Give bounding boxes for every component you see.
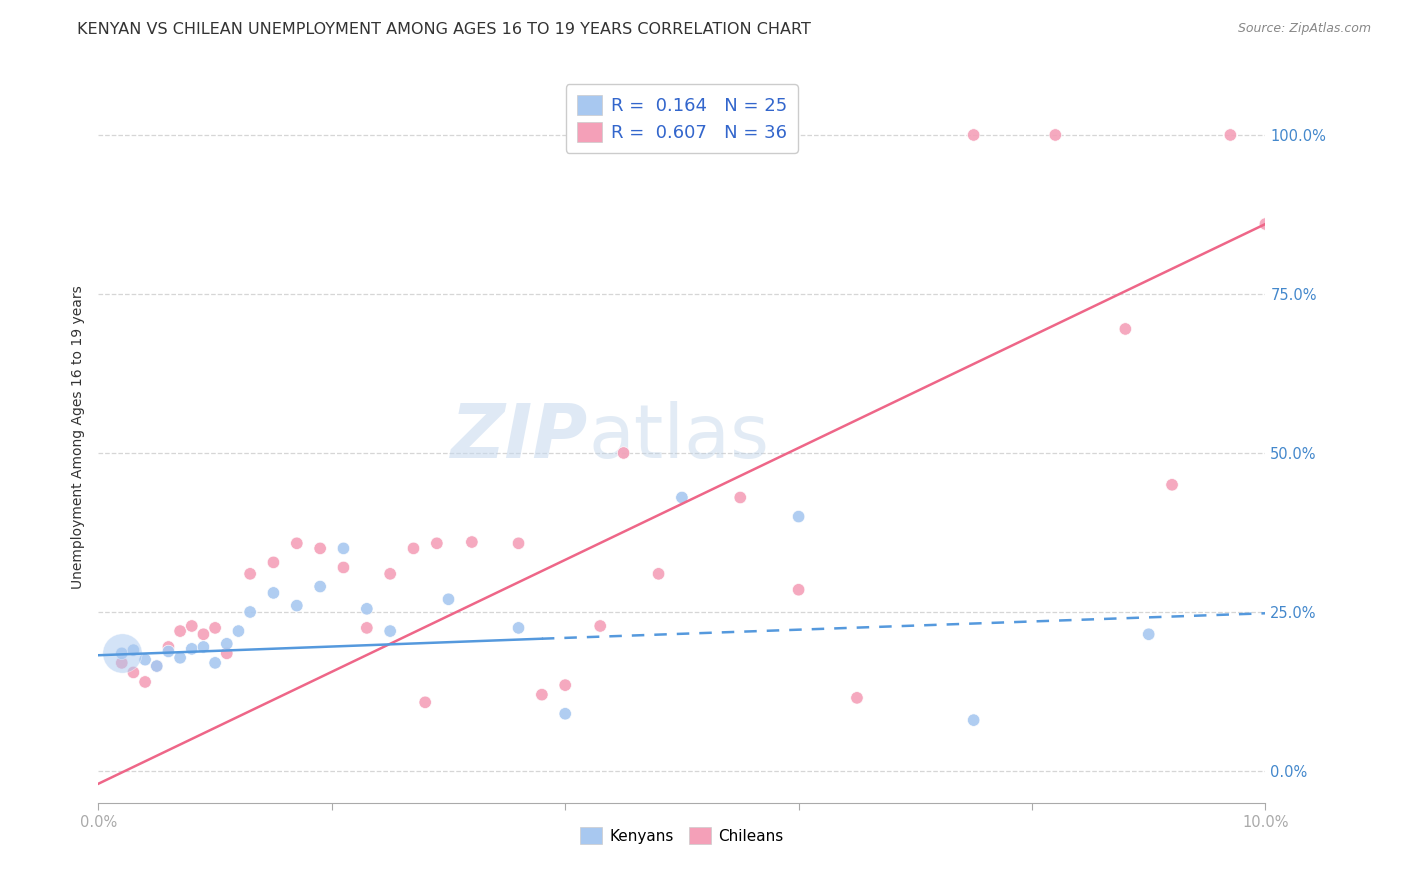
Point (730, 491, 752, 505)
Point (962, 128, 984, 142)
Text: KENYAN VS CHILEAN UNEMPLOYMENT AMONG AGES 16 TO 19 YEARS CORRELATION CHART: KENYAN VS CHILEAN UNEMPLOYMENT AMONG AGE… (77, 22, 811, 37)
Point (215, 646, 238, 660)
Text: Source: ZipAtlas.com: Source: ZipAtlas.com (1237, 22, 1371, 36)
Point (787, 509, 810, 524)
Point (426, 536, 449, 550)
Point (134, 675, 156, 690)
Point (402, 541, 425, 556)
Point (1137, 627, 1160, 641)
Point (508, 621, 530, 635)
Point (309, 541, 332, 556)
Point (962, 713, 984, 727)
Point (671, 491, 693, 505)
Point (169, 624, 191, 638)
Point (846, 690, 869, 705)
Point (239, 566, 262, 581)
Point (332, 560, 354, 574)
Point (413, 695, 436, 709)
Point (1045, 128, 1067, 142)
Point (180, 619, 202, 633)
Text: atlas: atlas (589, 401, 769, 474)
Point (180, 641, 202, 656)
Point (612, 446, 634, 460)
Text: ZIP: ZIP (451, 401, 589, 474)
Point (380, 566, 402, 581)
Point (111, 656, 134, 670)
Point (380, 624, 402, 638)
Point (228, 624, 250, 638)
Point (437, 592, 460, 607)
Point (332, 541, 354, 556)
Point (1254, 217, 1277, 231)
Point (647, 566, 669, 581)
Point (146, 659, 169, 673)
Point (1161, 477, 1184, 491)
Point (157, 644, 180, 658)
Point (111, 646, 134, 660)
Point (356, 602, 378, 616)
Point (262, 555, 284, 569)
Point (193, 640, 215, 654)
Point (356, 621, 378, 635)
Point (215, 637, 238, 651)
Point (554, 678, 576, 692)
Point (157, 640, 180, 654)
Point (285, 536, 308, 550)
Point (1114, 322, 1136, 336)
Point (508, 536, 530, 550)
Point (309, 580, 332, 594)
Y-axis label: Unemployment Among Ages 16 to 19 years: Unemployment Among Ages 16 to 19 years (70, 285, 84, 589)
Legend: Kenyans, Chileans: Kenyans, Chileans (574, 822, 790, 850)
Point (285, 599, 308, 613)
Point (787, 582, 810, 597)
Point (204, 656, 226, 670)
Point (146, 659, 169, 673)
Point (169, 650, 191, 665)
Point (262, 586, 284, 600)
Point (111, 646, 134, 660)
Point (122, 665, 145, 680)
Point (589, 619, 612, 633)
Point (204, 621, 226, 635)
Point (193, 627, 215, 641)
Point (239, 605, 262, 619)
Point (1219, 128, 1241, 142)
Point (122, 643, 145, 657)
Point (461, 535, 484, 549)
Point (134, 653, 156, 667)
Point (530, 688, 553, 702)
Point (554, 706, 576, 721)
